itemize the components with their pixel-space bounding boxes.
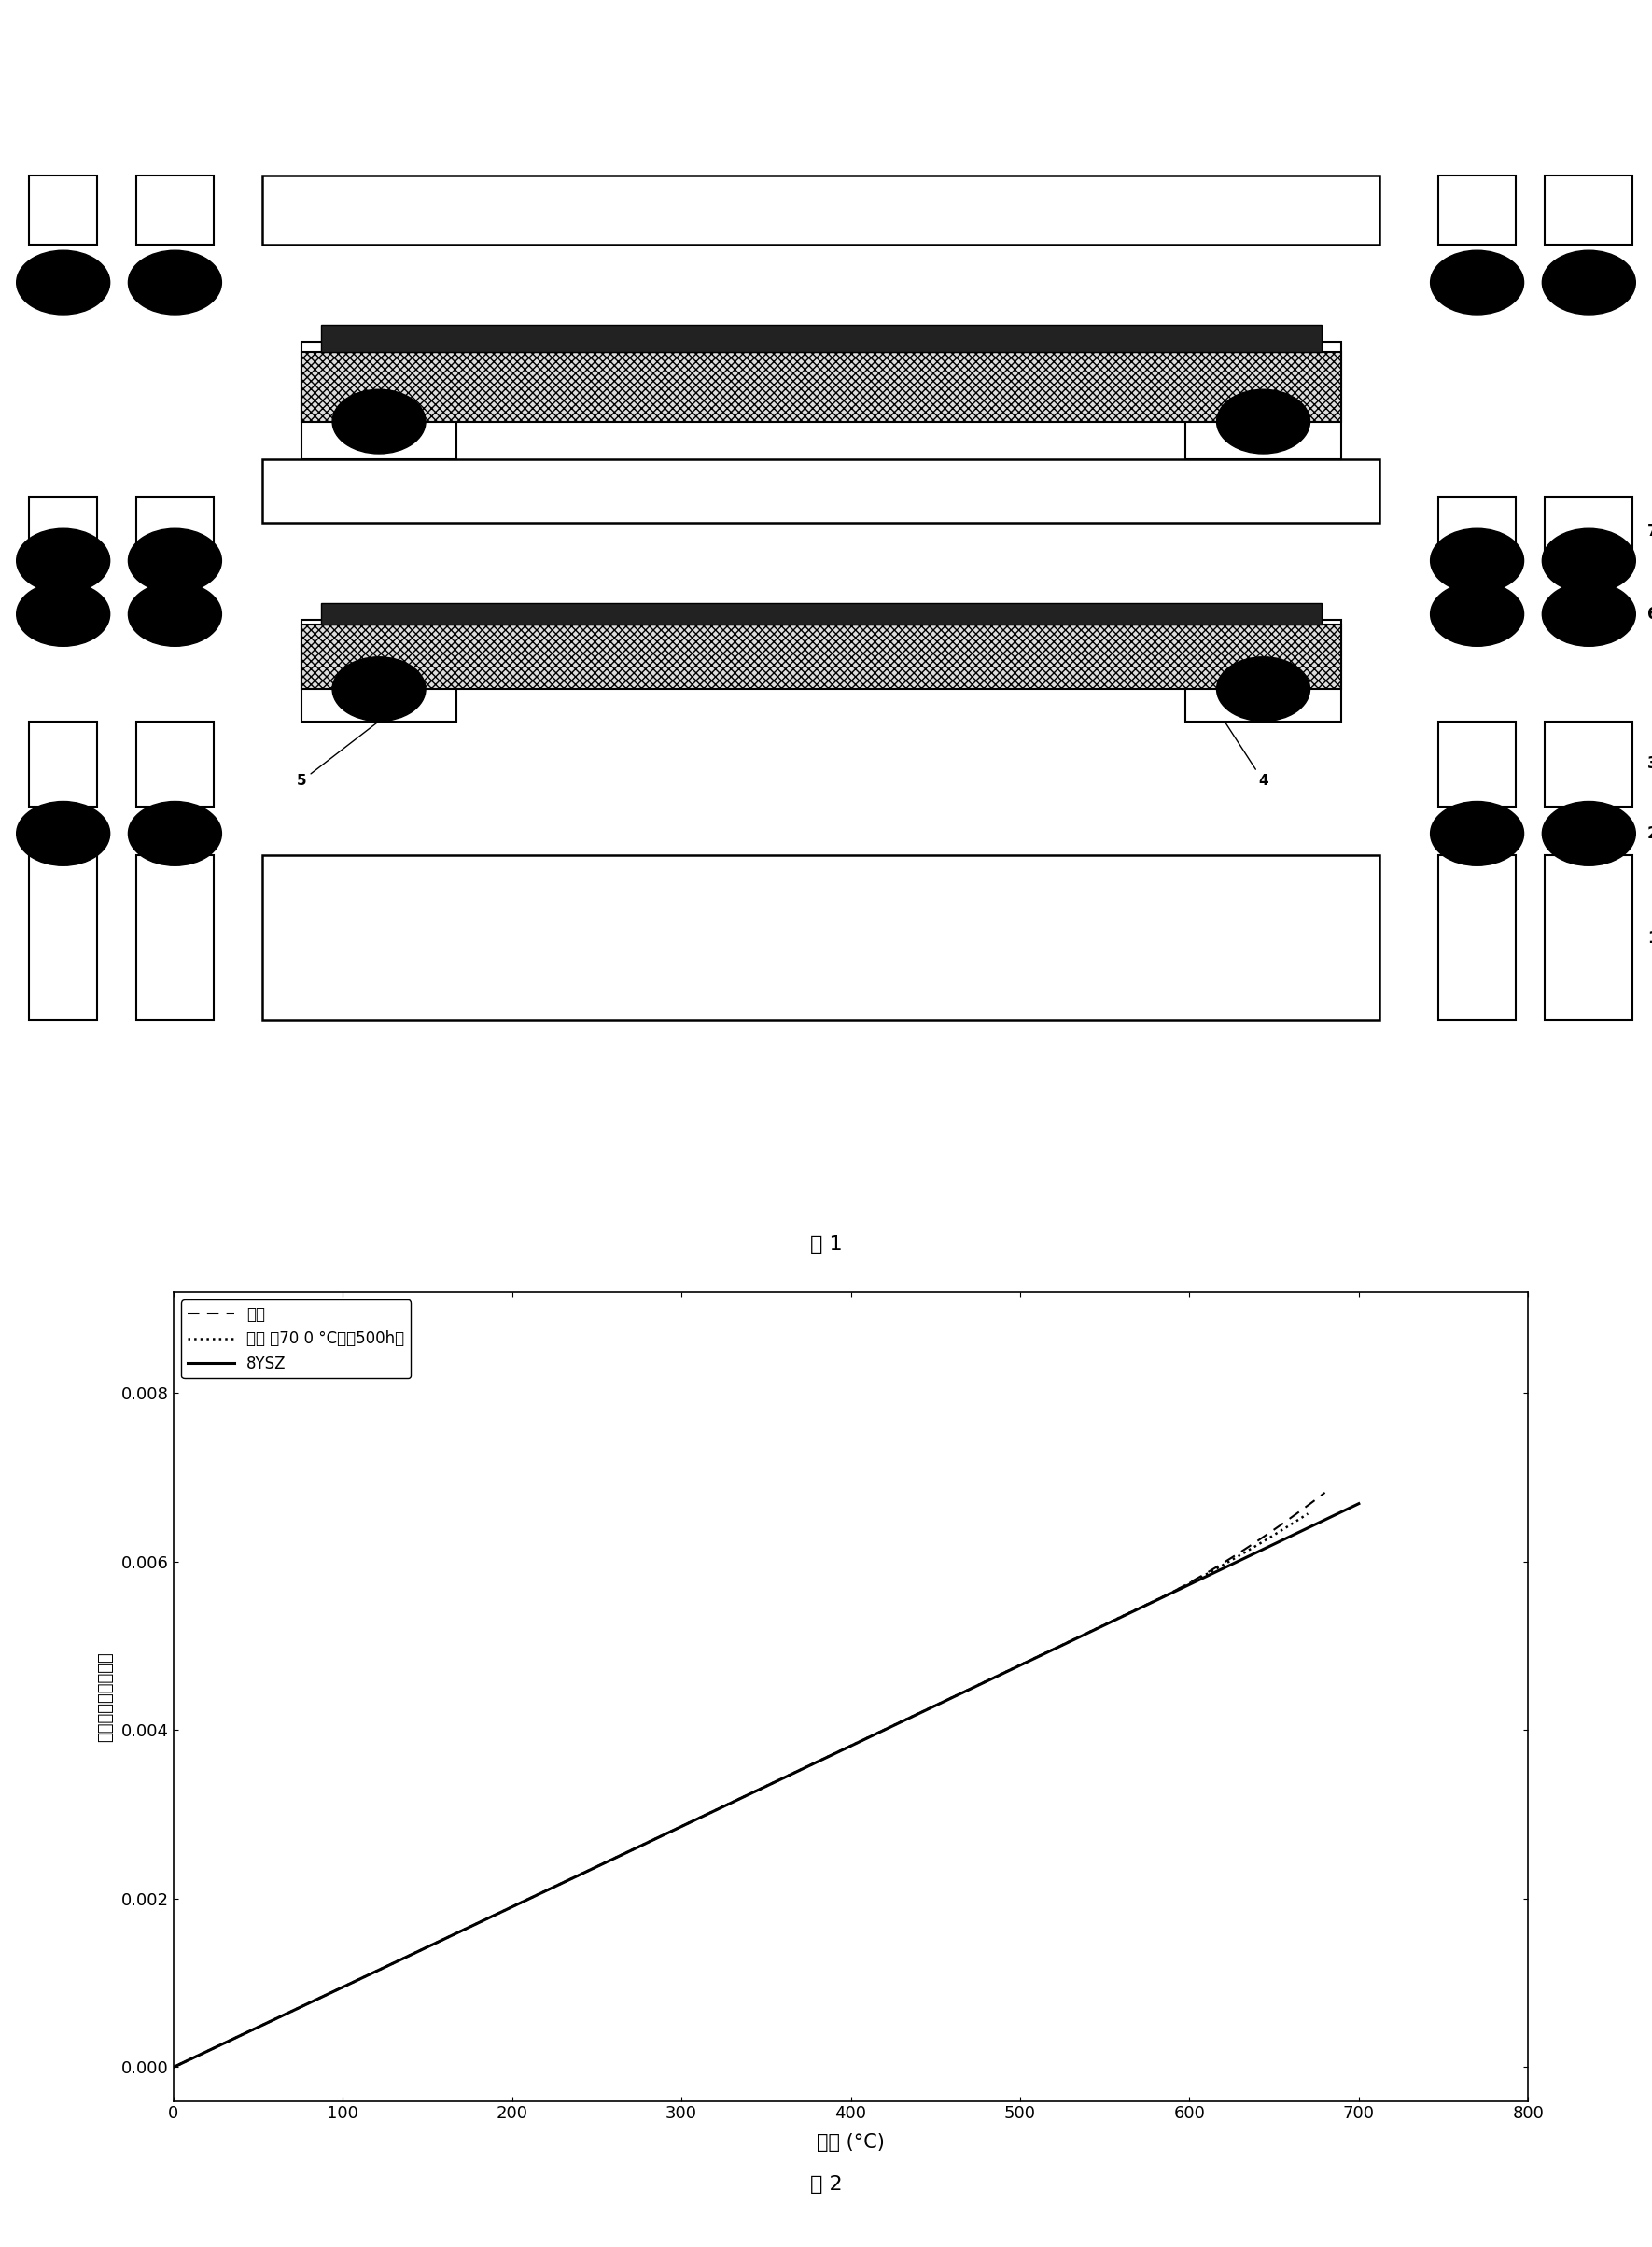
Ellipse shape: [1431, 582, 1523, 647]
Bar: [1186, 342, 1341, 458]
玻璧: [246, 2016, 266, 2043]
Y-axis label: 单位长度的热膨胀量: 单位长度的热膨胀量: [97, 1652, 114, 1741]
Ellipse shape: [1543, 802, 1635, 865]
Bar: [1545, 721, 1632, 807]
玻璧 在70 0 °C保温500h后: [552, 1870, 572, 1896]
Bar: [263, 458, 1379, 524]
Bar: [30, 175, 97, 245]
Bar: [1439, 721, 1517, 807]
Ellipse shape: [17, 528, 109, 593]
Ellipse shape: [1431, 802, 1523, 865]
Text: 6: 6: [1647, 607, 1652, 622]
Bar: [320, 604, 1322, 625]
Ellipse shape: [1216, 389, 1310, 454]
8YSZ: [211, 2031, 231, 2058]
Ellipse shape: [332, 656, 426, 721]
Bar: [135, 175, 213, 245]
Ellipse shape: [129, 582, 221, 647]
Text: 4: 4: [1226, 724, 1269, 789]
Bar: [301, 620, 456, 721]
Text: 7: 7: [1647, 524, 1652, 539]
Text: 图 2: 图 2: [809, 2175, 843, 2193]
Bar: [1545, 497, 1632, 566]
Bar: [263, 175, 1379, 245]
玻璧 在70 0 °C保温500h后: [164, 2054, 183, 2081]
Bar: [1439, 175, 1517, 245]
8YSZ: [1348, 1490, 1368, 1517]
玻璧 在70 0 °C保温500h后: [1298, 1501, 1318, 1528]
Bar: [320, 326, 1322, 353]
Text: 2: 2: [1647, 825, 1652, 843]
Bar: [1186, 620, 1341, 721]
Text: 图 1: 图 1: [809, 1236, 843, 1254]
Ellipse shape: [1543, 582, 1635, 647]
Ellipse shape: [17, 802, 109, 865]
Bar: [135, 497, 213, 566]
玻璧: [1315, 1479, 1335, 1505]
8YSZ: [235, 2020, 254, 2047]
Ellipse shape: [17, 249, 109, 315]
Text: 3: 3: [1647, 755, 1652, 773]
玻璧: [1289, 1499, 1308, 1526]
Ellipse shape: [129, 528, 221, 593]
Ellipse shape: [17, 582, 109, 647]
8YSZ: [479, 1903, 499, 1930]
Text: 1: 1: [1647, 930, 1652, 946]
8YSZ: [1289, 1519, 1308, 1546]
玻璧: [525, 1883, 545, 1910]
Ellipse shape: [1216, 656, 1310, 721]
Bar: [301, 342, 456, 458]
玻璧 在70 0 °C保温500h后: [301, 1989, 320, 2016]
Legend: 玻璧, 玻璧 在70 0 °C保温500h后, 8YSZ: 玻璧, 玻璧 在70 0 °C保温500h后, 8YSZ: [182, 1299, 411, 1377]
X-axis label: 温度 (°C): 温度 (°C): [816, 2132, 885, 2150]
Bar: [135, 854, 213, 1020]
Line: 8YSZ: 8YSZ: [173, 1503, 1358, 2067]
Text: 5: 5: [296, 724, 377, 789]
玻璧: [1270, 1512, 1290, 1539]
Bar: [30, 854, 97, 1020]
Bar: [135, 721, 213, 807]
8YSZ: [1247, 1539, 1267, 1566]
Bar: [30, 497, 97, 566]
Bar: [1545, 854, 1632, 1020]
玻璧: [416, 1935, 436, 1962]
Bar: [301, 625, 1341, 690]
Ellipse shape: [1431, 528, 1523, 593]
8YSZ: [383, 1950, 403, 1977]
玻璧 在70 0 °C保温500h后: [811, 1746, 831, 1773]
玻璧 在70 0 °C保温500h后: [464, 1912, 484, 1939]
Ellipse shape: [1543, 249, 1635, 315]
8YSZ: [164, 2054, 183, 2081]
Ellipse shape: [332, 389, 426, 454]
Bar: [1439, 497, 1517, 566]
玻璧 在70 0 °C保温500h后: [532, 1878, 552, 1905]
玻璧: [164, 2054, 183, 2081]
Line: 玻璧: 玻璧: [173, 1492, 1325, 2067]
玻璧: [218, 2029, 238, 2056]
玻璧 在70 0 °C保温500h后: [750, 1775, 770, 1802]
Bar: [301, 353, 1341, 422]
Line: 玻璧 在70 0 °C保温500h后: 玻璧 在70 0 °C保温500h后: [173, 1514, 1308, 2067]
Bar: [30, 721, 97, 807]
Ellipse shape: [129, 249, 221, 315]
Bar: [1545, 175, 1632, 245]
Bar: [1439, 854, 1517, 1020]
Bar: [263, 854, 1379, 1020]
Ellipse shape: [1543, 528, 1635, 593]
Ellipse shape: [1431, 249, 1523, 315]
Ellipse shape: [129, 802, 221, 865]
